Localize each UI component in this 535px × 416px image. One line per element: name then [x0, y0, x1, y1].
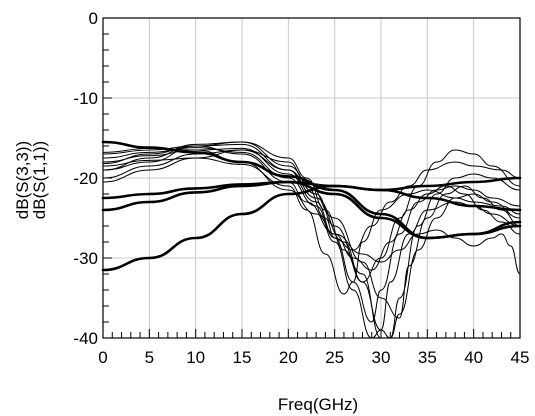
- y-tick-label: -40: [73, 329, 98, 348]
- x-tick-label: 40: [464, 348, 483, 367]
- x-tick-label: 20: [279, 348, 298, 367]
- x-tick-label: 15: [233, 348, 252, 367]
- x-tick-label: 25: [325, 348, 344, 367]
- traces: [101, 140, 522, 339]
- x-tick-label: 0: [98, 348, 107, 367]
- trace-9: [102, 147, 521, 339]
- trace-11: [102, 143, 521, 339]
- x-axis-label: Freq(GHz): [278, 395, 358, 414]
- grid: [103, 18, 520, 338]
- trace-13: [102, 145, 521, 271]
- x-tick-label: 30: [372, 348, 391, 367]
- y-tick-label: -10: [73, 89, 98, 108]
- x-tick-label: 10: [186, 348, 205, 367]
- x-tick-label: 35: [418, 348, 437, 367]
- x-tick-label: 5: [145, 348, 154, 367]
- y-axis-label-2: dB(S(1,1)): [30, 141, 49, 219]
- plot-frame: [102, 17, 521, 339]
- y-tick-label: 0: [89, 9, 98, 28]
- trace-12: [102, 149, 521, 319]
- x-tick-label: 45: [511, 348, 530, 367]
- trace-14: [102, 147, 521, 275]
- y-tick-label: -20: [73, 169, 98, 188]
- y-axis-label-1: dB(S(3,3)): [13, 141, 32, 219]
- tick-labels: 0 5 10 15 20 25 30 35 40 45 0 -10 -20 -30 -40: [73, 9, 529, 367]
- y-tick-label: -30: [73, 249, 98, 268]
- trace-10: [102, 141, 521, 339]
